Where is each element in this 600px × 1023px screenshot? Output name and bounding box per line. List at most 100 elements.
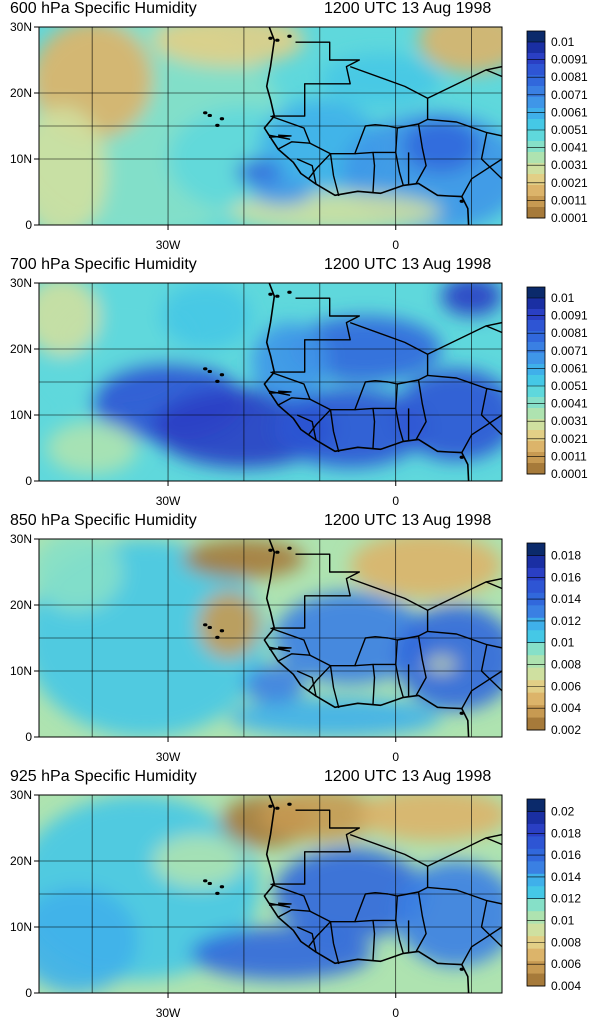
country-border — [372, 920, 376, 961]
colorbar-swatch — [527, 152, 545, 164]
island — [207, 369, 212, 374]
country-border — [372, 664, 376, 705]
colorbar-swatch — [527, 799, 545, 812]
island — [219, 885, 225, 889]
panel-title: 600 hPa Specific Humidity — [10, 0, 197, 17]
island — [287, 546, 292, 550]
island — [219, 629, 225, 633]
humidity-blob — [39, 106, 108, 225]
country-border — [268, 134, 291, 140]
panel-925hpa: 30N 20N 10N 0 30W 0 0.02 0.018 0.016 0.014 0.012 0.… — [0, 768, 600, 1023]
colorbar-swatch — [527, 53, 545, 65]
island — [459, 967, 464, 971]
colorbar-swatch — [527, 441, 545, 453]
humidity-blob — [228, 697, 442, 737]
lat-tick-label: 10N — [10, 408, 32, 422]
colorbar-swatch — [527, 130, 545, 142]
colorbar-swatch — [527, 430, 545, 442]
lat-tick-label: 30N — [10, 276, 32, 290]
panel-title: 925 hPa Specific Humidity — [10, 768, 197, 785]
colorbar-label: 0.0001 — [551, 467, 588, 481]
country-border — [480, 132, 502, 180]
lon-tick-label: 0 — [392, 494, 399, 508]
colorbar-swatch — [527, 717, 545, 731]
colorbar-label: 0.008 — [551, 935, 581, 949]
lat-tick-label: 30N — [10, 20, 32, 34]
colorbar-swatch — [527, 174, 545, 186]
country-border — [415, 379, 427, 440]
country-border — [354, 383, 398, 411]
colorbar-swatch — [527, 811, 545, 825]
colorbar-swatch — [527, 331, 545, 343]
colorbar-swatch — [527, 923, 545, 937]
colorbar-swatch — [527, 364, 545, 376]
colorbar-label: 0.018 — [551, 826, 581, 840]
colorbar-swatch — [527, 287, 545, 299]
lon-tick-label: 30W — [156, 750, 181, 764]
colorbar-swatch — [527, 567, 545, 581]
country-border — [372, 408, 376, 449]
colorbar-label: 0.0031 — [551, 158, 588, 172]
colorbar-label: 0.0021 — [551, 176, 588, 190]
panel-title: 850 hPa Specific Humidity — [10, 512, 197, 529]
country-border — [372, 152, 376, 193]
colorbar-label: 0.0071 — [551, 88, 588, 102]
country-border — [354, 127, 398, 155]
island — [203, 111, 208, 115]
country-border — [461, 670, 502, 709]
map-frame — [38, 538, 503, 738]
colorbar-swatch — [527, 555, 545, 569]
lat-tick-label: 0 — [25, 730, 32, 744]
panel-title: 700 hPa Specific Humidity — [10, 256, 197, 273]
country-border — [415, 635, 427, 696]
colorbar-swatch — [527, 97, 545, 109]
colorbar-label: 0.016 — [551, 848, 581, 862]
country-border — [296, 926, 317, 953]
island — [215, 123, 220, 127]
humidity-field — [39, 283, 502, 481]
colorbar-swatch — [527, 836, 545, 850]
humidity-blob — [243, 664, 305, 704]
lat-tick-label: 20N — [10, 854, 32, 868]
island — [268, 804, 273, 808]
colorbar-swatch — [527, 617, 545, 631]
colorbar-swatch — [527, 375, 545, 387]
colorbar-swatch — [527, 463, 545, 475]
humidity-blob — [395, 861, 502, 967]
colorbar-swatch — [527, 898, 545, 912]
colorbar-label: 0.0091 — [551, 309, 588, 323]
colorbar-swatch — [527, 397, 545, 409]
colorbar-swatch — [527, 452, 545, 464]
lat-tick-label: 10N — [10, 152, 32, 166]
country-border — [277, 141, 311, 150]
colorbar-swatch — [527, 86, 545, 98]
country-border — [427, 374, 502, 393]
lat-tick-label: 10N — [10, 664, 32, 678]
colorbar-label: 0.0051 — [551, 379, 588, 393]
humidity-blob — [350, 539, 502, 599]
colorbar-swatch — [527, 705, 545, 718]
country-border — [485, 321, 502, 327]
humidity-blob — [357, 795, 502, 842]
humidity-blob — [395, 605, 502, 711]
colorbar-label: 0.0061 — [551, 361, 588, 375]
colorbar-label: 0.0011 — [551, 449, 587, 463]
humidity-blob — [403, 119, 480, 173]
lon-tick-label: 0 — [392, 238, 399, 252]
country-border — [277, 397, 311, 406]
island — [275, 806, 280, 810]
humidity-field — [39, 539, 502, 737]
colorbar-swatch — [527, 119, 545, 131]
country-border — [485, 833, 502, 839]
colorbar-swatch — [527, 580, 545, 594]
colorbar-swatch — [527, 31, 545, 43]
island — [459, 711, 464, 715]
humidity-blob — [251, 322, 328, 402]
country-border — [307, 409, 332, 436]
country-border — [427, 581, 502, 611]
colorbar-label: 0.01 — [551, 914, 575, 928]
island — [459, 455, 464, 459]
country-border — [329, 921, 340, 965]
colorbar-label: 0.0031 — [551, 414, 588, 428]
country-border — [270, 321, 429, 411]
